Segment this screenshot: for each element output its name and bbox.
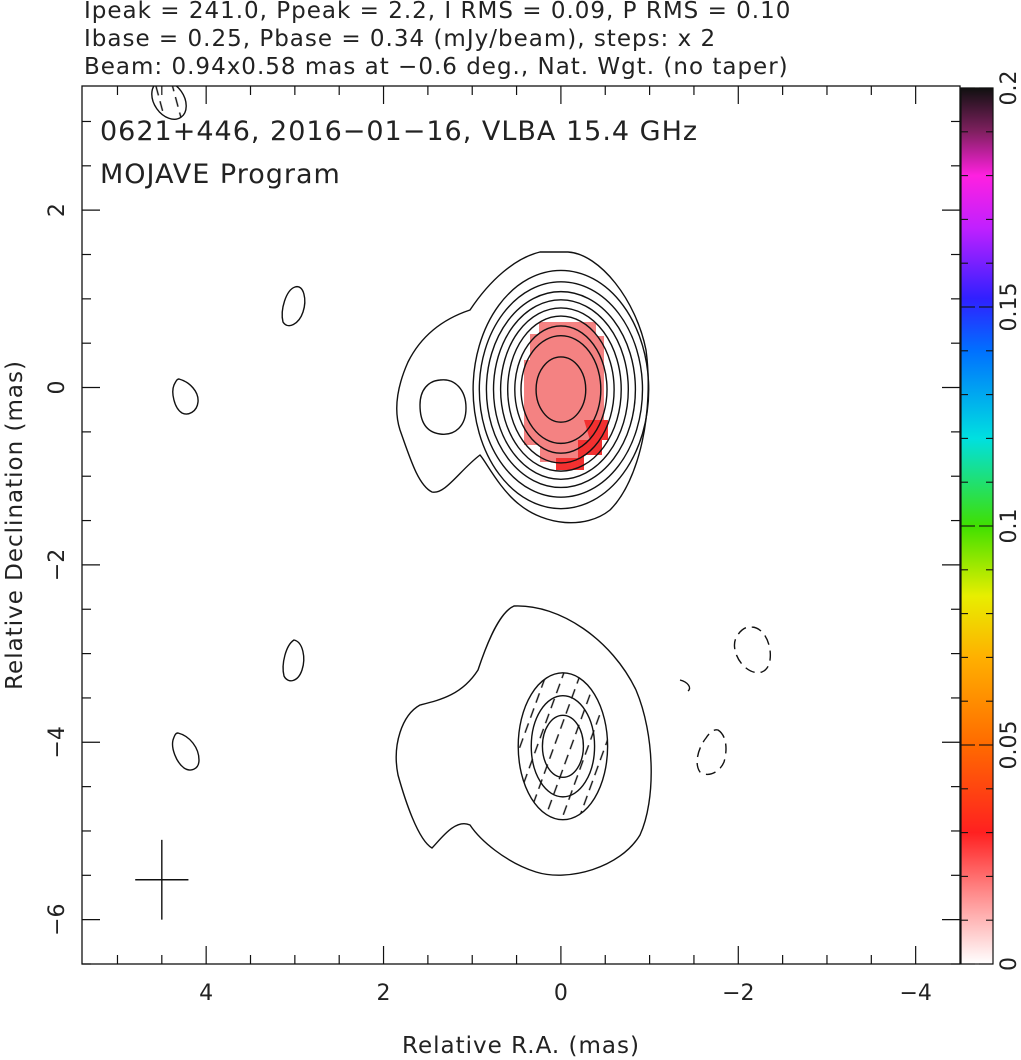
x-tick-label: −2 — [722, 981, 754, 1006]
lower-contours — [517, 672, 609, 821]
upper-contour-7 — [485, 290, 637, 489]
upper-contour-6 — [492, 299, 630, 480]
contour-blob-4 — [171, 732, 200, 771]
colorbar-tick-label: 0.05 — [997, 721, 1021, 770]
contour-negative-1 — [733, 626, 772, 674]
y-tick-label: −2 — [45, 549, 70, 581]
x-axis-ticks: 4 2 0 −2 −4 — [116, 86, 932, 1006]
x-axis-title: Relative R.A. (mas) — [402, 1033, 640, 1059]
colorbar-tick-label: 0.15 — [997, 283, 1021, 332]
contour-outer-upper — [396, 251, 649, 524]
header-line-3: Beam: 0.94x0.58 mas at −0.6 deg., Nat. W… — [84, 54, 789, 80]
y-axis-title: Relative Declination (mas) — [2, 360, 28, 690]
contour-blob-3 — [282, 639, 305, 682]
header-line-2: Ibase = 0.25, Pbase = 0.34 (mJy/beam), s… — [84, 26, 716, 52]
y-axis-ticks: 2 0 −2 −4 −6 — [45, 120, 960, 965]
y-tick-label: −6 — [45, 903, 70, 935]
plot-area — [135, 86, 772, 920]
x-tick-label: 2 — [377, 981, 391, 1006]
plot-label-program: MOJAVE Program — [100, 159, 341, 190]
lower-contour-2 — [530, 694, 596, 798]
contour-blob-1 — [281, 286, 306, 327]
upper-contour-9 — [472, 269, 650, 510]
header-line-1: Ipeak = 241.0, Ppeak = 2.2, I RMS = 0.09… — [84, 0, 791, 24]
contour-blob-5 — [679, 679, 691, 692]
upper-contour-5 — [499, 307, 622, 472]
x-tick-label: 4 — [199, 981, 213, 1006]
upper-contour-8 — [478, 281, 644, 498]
contour-outer-lower — [395, 605, 652, 876]
colorbar-tick-label: 0 — [997, 957, 1021, 971]
crosshair — [135, 839, 189, 920]
upper-contour-3 — [514, 325, 608, 454]
y-tick-label: 2 — [45, 203, 70, 217]
colorbar-ticks: 0 0.05 0.1 0.15 0.2 — [961, 71, 1021, 971]
upper-contour-1 — [535, 356, 587, 423]
upper-contour-4 — [506, 315, 615, 464]
plot-frame — [81, 85, 961, 965]
upper-contours — [472, 269, 650, 510]
beam-ellipse — [151, 86, 187, 120]
x-tick-label: −4 — [899, 981, 931, 1006]
lower-contour-1 — [541, 714, 585, 778]
colorbar-tick-label: 0.2 — [997, 71, 1021, 106]
y-tick-label: −4 — [45, 726, 70, 758]
upper-contour-2 — [520, 334, 602, 445]
x-tick-label: 0 — [554, 981, 568, 1006]
contour-blob-2 — [172, 378, 199, 415]
colorbar-tick-label: 0.1 — [997, 509, 1021, 544]
y-tick-label: 0 — [45, 381, 70, 395]
contour-negative-2 — [696, 729, 727, 776]
plot-label-title: 0621+446, 2016−01−16, VLBA 15.4 GHz — [100, 116, 698, 147]
contour-east-blob — [419, 379, 467, 435]
